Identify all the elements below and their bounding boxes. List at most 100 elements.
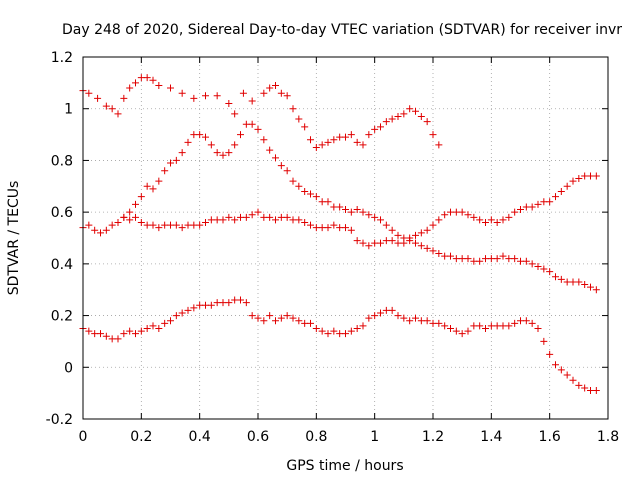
data-point [505,322,513,330]
data-point [126,84,134,92]
data-point [377,239,384,247]
data-point [114,335,122,343]
data-point [196,131,204,139]
x-tick-label: 0.6 [247,429,269,445]
data-point [219,216,227,224]
data-point [272,81,279,89]
data-point [540,265,548,273]
data-point [452,255,460,263]
data-point [522,257,530,265]
y-tick-label: 1.2 [51,50,73,66]
data-point [330,327,338,335]
data-point [295,317,303,325]
x-tick-label: 1.8 [597,429,619,445]
data-point [178,224,186,232]
x-tick-label: 1.6 [539,429,561,445]
data-point [417,242,425,250]
y-tick-labels: -0.2 0 0.2 0.4 0.6 0.8 1 1.2 [46,50,73,428]
data-point [347,327,355,335]
series-4 [79,296,600,395]
data-point [295,216,303,224]
data-point [213,149,221,157]
data-point [277,89,285,97]
data-point [342,224,349,232]
data-point [120,213,128,221]
data-point [283,213,291,221]
x-tick-label: 1.2 [422,429,444,445]
data-point [242,120,250,128]
data-point [207,141,215,149]
data-point [423,118,431,126]
data-point [301,187,309,195]
data-point [149,76,157,84]
data-point [365,131,373,139]
data-point [137,193,145,201]
data-point [190,131,198,139]
data-point [260,136,268,144]
data-point [225,213,233,221]
data-point [359,239,367,247]
data-point [464,327,472,335]
data-point [161,319,169,327]
data-point [307,319,314,327]
data-point [132,330,139,338]
data-point [277,162,285,170]
data-point [423,317,431,325]
data-point [476,216,484,224]
data-point [569,376,577,384]
data-point [435,141,443,149]
data-point [248,120,256,128]
data-point [388,237,396,245]
data-point [289,105,297,113]
x-tick-labels: 0 0.2 0.4 0.6 0.8 1 1.2 1.4 1.6 1.8 [79,429,620,445]
data-point [207,301,215,309]
data-point [575,278,583,286]
data-point [272,317,279,325]
data-point [388,226,396,234]
data-point [312,325,320,332]
data-point [394,112,402,120]
data-point [493,218,501,226]
data-point [108,105,116,113]
data-point [202,92,209,100]
data-point [307,221,314,229]
data-point [149,322,157,330]
data-point [149,185,157,193]
data-point [190,304,198,312]
data-point [114,218,122,226]
data-point [423,244,431,252]
data-point [167,159,174,167]
data-point [406,234,414,242]
data-point [447,325,454,332]
data-point [464,211,472,219]
data-point [359,208,367,216]
data-point [324,330,332,338]
data-point [517,206,524,214]
data-point [161,167,169,175]
data-point [318,141,326,149]
x-tick-label: 0.2 [130,429,152,445]
data-point [137,327,145,335]
data-point [120,330,128,338]
data-point [528,260,536,268]
data-point [248,97,256,105]
data-point [382,221,390,229]
data-point [307,190,314,198]
y-tick-label: 0 [64,360,73,376]
data-point [353,206,361,214]
data-point [563,371,571,379]
data-point [272,216,279,224]
y-tick-label: 0.4 [51,257,73,273]
data-point [272,154,279,162]
data-point [347,131,355,139]
series-3 [79,172,600,250]
data-point [382,306,390,314]
x-tick-label: 1 [370,429,379,445]
data-point [231,110,239,118]
data-point [307,136,314,144]
data-point [487,322,495,330]
data-point [394,312,402,320]
data-point [312,193,320,201]
data-point [102,226,110,234]
